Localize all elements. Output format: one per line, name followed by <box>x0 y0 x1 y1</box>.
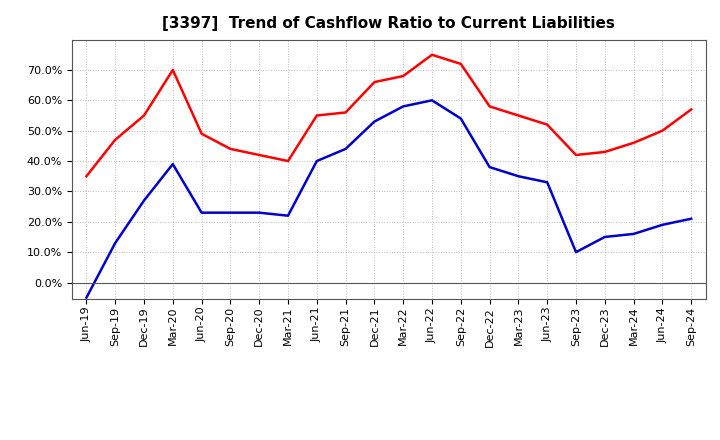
Free CF to Current Liabilities <box>370 119 379 124</box>
Title: [3397]  Trend of Cashflow Ratio to Current Liabilities: [3397] Trend of Cashflow Ratio to Curren… <box>163 16 615 32</box>
Operating CF to Current Liabilities <box>312 113 321 118</box>
Operating CF to Current Liabilities <box>82 174 91 179</box>
Operating CF to Current Liabilities <box>600 149 609 154</box>
Free CF to Current Liabilities <box>168 161 177 167</box>
Operating CF to Current Liabilities <box>485 104 494 109</box>
Free CF to Current Liabilities <box>197 210 206 215</box>
Free CF to Current Liabilities <box>312 158 321 164</box>
Free CF to Current Liabilities <box>600 235 609 240</box>
Free CF to Current Liabilities <box>543 180 552 185</box>
Free CF to Current Liabilities <box>255 210 264 215</box>
Operating CF to Current Liabilities <box>255 152 264 158</box>
Operating CF to Current Liabilities <box>284 158 292 164</box>
Operating CF to Current Liabilities <box>543 122 552 127</box>
Operating CF to Current Liabilities <box>687 107 696 112</box>
Free CF to Current Liabilities <box>485 165 494 170</box>
Operating CF to Current Liabilities <box>572 152 580 158</box>
Operating CF to Current Liabilities <box>168 67 177 73</box>
Free CF to Current Liabilities <box>629 231 638 237</box>
Operating CF to Current Liabilities <box>629 140 638 146</box>
Operating CF to Current Liabilities <box>197 131 206 136</box>
Operating CF to Current Liabilities <box>140 113 148 118</box>
Operating CF to Current Liabilities <box>658 128 667 133</box>
Operating CF to Current Liabilities <box>428 52 436 58</box>
Free CF to Current Liabilities <box>82 295 91 301</box>
Line: Free CF to Current Liabilities: Free CF to Current Liabilities <box>86 100 691 298</box>
Free CF to Current Liabilities <box>428 98 436 103</box>
Operating CF to Current Liabilities <box>456 61 465 66</box>
Operating CF to Current Liabilities <box>514 113 523 118</box>
Operating CF to Current Liabilities <box>341 110 350 115</box>
Free CF to Current Liabilities <box>111 240 120 246</box>
Operating CF to Current Liabilities <box>399 73 408 79</box>
Free CF to Current Liabilities <box>687 216 696 221</box>
Free CF to Current Liabilities <box>140 198 148 203</box>
Free CF to Current Liabilities <box>341 146 350 151</box>
Free CF to Current Liabilities <box>456 116 465 121</box>
Line: Operating CF to Current Liabilities: Operating CF to Current Liabilities <box>86 55 691 176</box>
Free CF to Current Liabilities <box>284 213 292 218</box>
Free CF to Current Liabilities <box>514 174 523 179</box>
Free CF to Current Liabilities <box>572 249 580 255</box>
Operating CF to Current Liabilities <box>111 137 120 143</box>
Free CF to Current Liabilities <box>399 104 408 109</box>
Operating CF to Current Liabilities <box>370 80 379 85</box>
Free CF to Current Liabilities <box>226 210 235 215</box>
Free CF to Current Liabilities <box>658 222 667 227</box>
Operating CF to Current Liabilities <box>226 146 235 151</box>
